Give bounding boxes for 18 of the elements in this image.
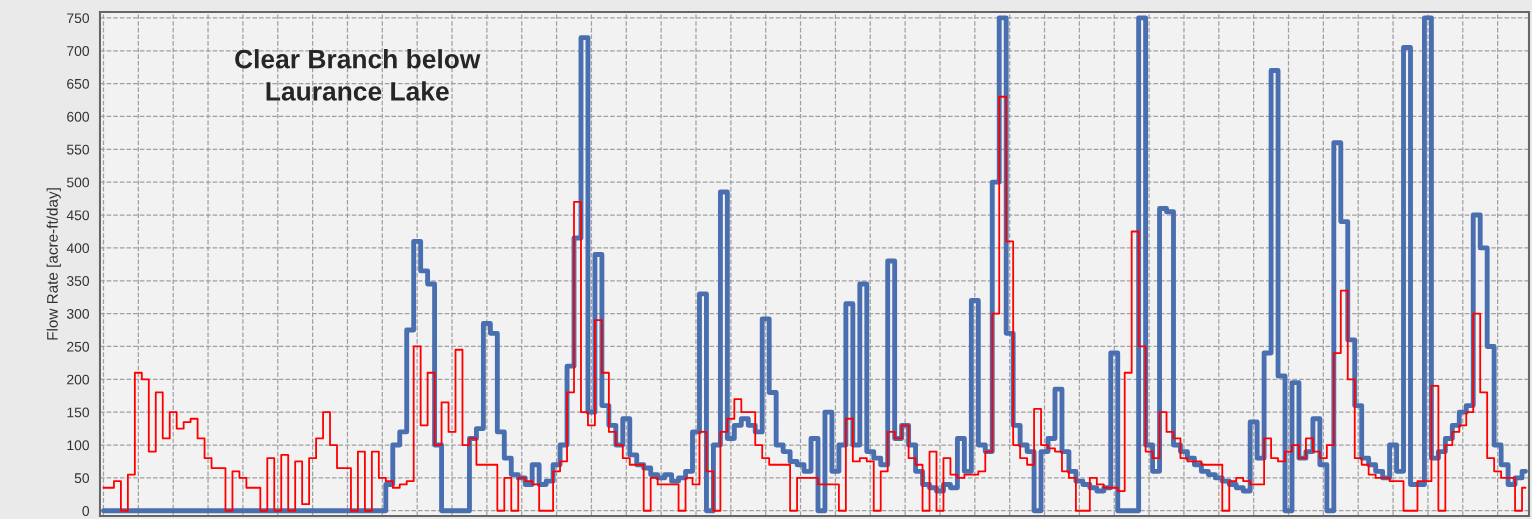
y-axis-title: Flow Rate [acre-ft/day] xyxy=(46,188,61,340)
y-tick-label: 450 xyxy=(66,210,90,221)
y-tick-label: 650 xyxy=(67,78,90,89)
annotation: Clear Branch below Laurance Lake xyxy=(235,49,481,101)
y-tick-label: 700 xyxy=(67,46,90,56)
y-tick-label: 0 xyxy=(82,506,90,516)
y-tick-label: 400 xyxy=(66,243,90,254)
y-tick-label: 750 xyxy=(67,13,90,24)
y-tick-label: 350 xyxy=(66,276,90,286)
y-tick-label: 250 xyxy=(67,341,90,352)
y-tick-label: 150 xyxy=(67,407,90,418)
y-tick-label: 200 xyxy=(67,374,90,385)
y-tick-label: 50 xyxy=(74,473,90,484)
y-tick-label: 550 xyxy=(66,144,90,155)
y-tick-label: 100 xyxy=(67,440,90,451)
y-tick-label: 500 xyxy=(66,177,90,188)
y-tick-label: 600 xyxy=(67,111,90,122)
y-tick-label: 300 xyxy=(66,308,90,319)
